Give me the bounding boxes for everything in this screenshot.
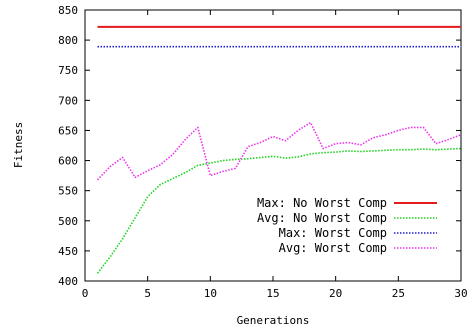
y-tick-label: 850	[58, 4, 78, 17]
series-layer	[96, 25, 462, 274]
x-tick-label: 15	[266, 287, 279, 300]
x-tick-label: 25	[392, 287, 405, 300]
x-tick-label: 10	[204, 287, 217, 300]
x-tick-label: 0	[82, 287, 89, 300]
y-tick-label: 450	[58, 245, 78, 258]
y-tick-label: 600	[58, 155, 78, 168]
y-tick-label: 500	[58, 215, 78, 228]
x-axis-title: Generations	[237, 314, 310, 327]
y-tick-label: 700	[58, 94, 78, 107]
x-tick-label: 5	[144, 287, 151, 300]
y-tick-label: 550	[58, 185, 78, 198]
x-tick-label: 30	[454, 287, 467, 300]
axis-tick-labels: 0 5 10 15 20 25 30 400 450 500 550 600 650 700 750 800 8…	[58, 4, 468, 300]
axis-ticks	[84, 9, 462, 282]
series-line-4	[96, 121, 462, 181]
y-tick-label: 750	[58, 64, 78, 77]
series-line-2	[96, 147, 462, 274]
plot-frame	[84, 9, 462, 282]
y-axis-title: Fitness	[12, 122, 25, 168]
legend-label: Avg: No Worst Comp	[257, 211, 387, 225]
legend-label: Max: No Worst Comp	[257, 196, 387, 210]
legend-label: Max: Worst Comp	[279, 226, 387, 240]
y-tick-label: 400	[58, 275, 78, 288]
legend-label: Avg: Worst Comp	[279, 241, 387, 255]
y-tick-label: 800	[58, 34, 78, 47]
x-tick-label: 20	[329, 287, 342, 300]
y-tick-label: 650	[58, 124, 78, 137]
